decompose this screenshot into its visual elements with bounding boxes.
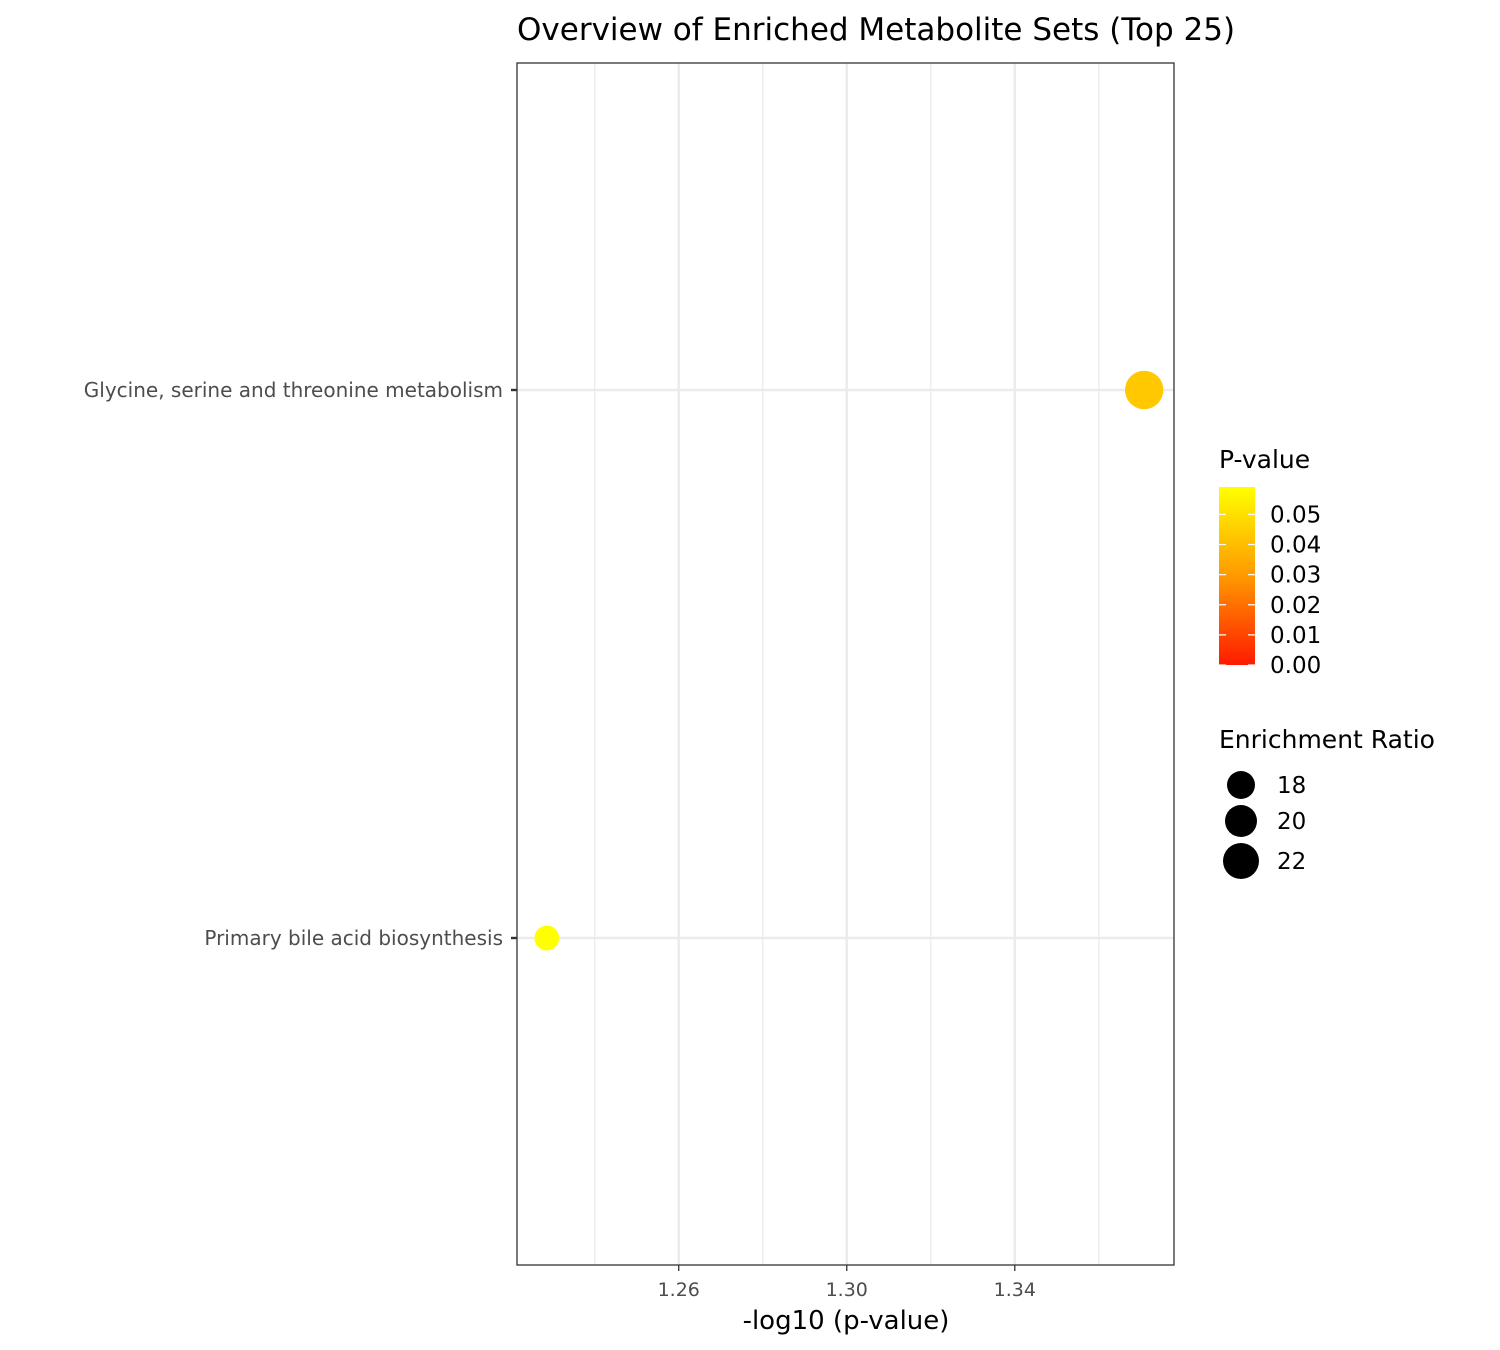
y-tick-label: Glycine, serine and threonine metabolism (84, 378, 503, 402)
size-legend-key (1223, 843, 1259, 879)
data-points (534, 370, 1164, 951)
colorbar-tick-label: 0.01 (1270, 623, 1321, 649)
y-tick-label: Primary bile acid biosynthesis (204, 926, 503, 950)
x-tick-label: 1.26 (658, 1279, 700, 1301)
chart-title: Overview of Enriched Metabolite Sets (To… (517, 12, 1235, 48)
size-legend-label: 18 (1277, 773, 1306, 799)
size-legend-keys: 18 20 22 (1223, 771, 1306, 879)
x-axis: 1.26 1.30 1.34 (658, 1265, 1036, 1301)
colorbar-ticks: 0.00 0.01 0.02 0.03 0.04 0.05 (1219, 502, 1321, 679)
colorbar-tick-label: 0.05 (1270, 502, 1321, 528)
data-point (534, 925, 560, 951)
x-tick-label: 1.34 (994, 1279, 1036, 1301)
size-legend-label: 22 (1277, 849, 1306, 875)
y-axis: Glycine, serine and threonine metabolism… (84, 378, 517, 950)
x-axis-label: -log10 (p-value) (743, 1306, 950, 1336)
x-tick-label: 1.30 (826, 1279, 868, 1301)
size-legend-key (1225, 805, 1257, 837)
p-value-legend-title: P-value (1219, 445, 1310, 474)
size-legend-label: 20 (1277, 809, 1306, 835)
enrichment-ratio-legend: Enrichment Ratio 18 20 22 (1219, 725, 1435, 879)
size-legend-key (1227, 771, 1255, 799)
p-value-legend: P-value 0.00 0.01 0.02 0.03 0.04 0.05 (1219, 445, 1321, 679)
colorbar-tick-label: 0.04 (1270, 533, 1321, 559)
colorbar-tick-label: 0.02 (1270, 593, 1321, 619)
plot-background (517, 63, 1174, 1265)
p-value-colorbar (1219, 487, 1255, 665)
colorbar-tick-label: 0.00 (1270, 653, 1321, 679)
plot-border (516, 62, 1175, 1266)
grid-lines (517, 63, 1174, 1265)
enrichment-ratio-legend-title: Enrichment Ratio (1219, 725, 1435, 754)
data-point (1124, 370, 1164, 410)
colorbar-tick-label: 0.03 (1270, 563, 1321, 589)
